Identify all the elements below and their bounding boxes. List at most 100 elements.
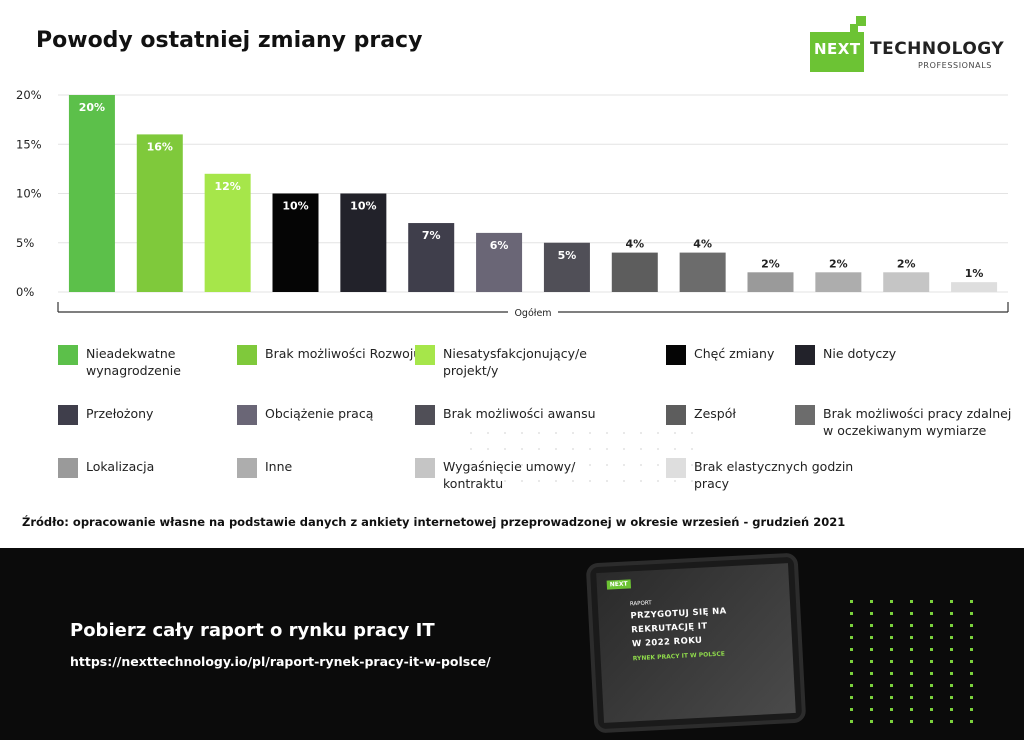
gray-dot — [572, 480, 574, 482]
legend-label: Lokalizacja — [86, 459, 155, 474]
green-dot — [950, 684, 953, 687]
green-dot — [910, 696, 913, 699]
gray-dot — [589, 432, 591, 434]
green-dot — [870, 600, 873, 603]
data-label: 10% — [282, 200, 308, 213]
green-dot — [930, 636, 933, 639]
gray-dot — [657, 480, 659, 482]
gray-dot — [521, 448, 523, 450]
green-dot — [910, 672, 913, 675]
download-cta: Pobierz cały raport o rynku pracy IT — [70, 620, 435, 641]
gray-dot — [470, 432, 472, 434]
gray-dot — [657, 432, 659, 434]
green-dot — [910, 600, 913, 603]
green-dot — [930, 660, 933, 663]
green-dot — [970, 672, 973, 675]
gray-dot — [538, 464, 540, 466]
green-dot — [870, 612, 873, 615]
green-dot — [970, 684, 973, 687]
legend-item: Brak elastycznych godzin pracy — [666, 458, 864, 492]
gray-dot — [640, 448, 642, 450]
legend-item: Niesatysfakcjonujący/e projekt/y — [415, 345, 613, 379]
logo-technology: TECHNOLOGY — [870, 39, 1005, 59]
bar — [68, 95, 115, 292]
bar — [408, 223, 455, 292]
gray-dot — [623, 464, 625, 466]
green-dot — [950, 636, 953, 639]
gray-dot — [487, 448, 489, 450]
gray-dot — [470, 480, 472, 482]
green-dot — [950, 672, 953, 675]
green-dot — [850, 600, 853, 603]
gray-dot — [674, 480, 676, 482]
green-dot — [930, 612, 933, 615]
green-dot — [890, 720, 893, 723]
legend-swatch — [795, 345, 815, 365]
gray-dot — [504, 480, 506, 482]
legend-item: Przełożony — [58, 405, 256, 425]
legend-item: Wygaśnięcie umowy/ kontraktu — [415, 458, 613, 492]
gray-dot — [572, 432, 574, 434]
legend-label: Brak elastycznych godzin pracy — [694, 459, 854, 491]
report-link[interactable]: https://nexttechnology.io/pl/raport-ryne… — [70, 654, 491, 669]
gray-dot — [538, 432, 540, 434]
legend-swatch — [237, 458, 257, 478]
report-tablet-image: NEXT RAPORT PRZYGOTUJ SIĘ NA REKRUTACJĘ … — [585, 552, 807, 734]
green-dot — [970, 720, 973, 723]
data-label: 2% — [897, 257, 916, 270]
gray-dot — [555, 480, 557, 482]
data-label: 2% — [829, 257, 848, 270]
green-dot — [950, 600, 953, 603]
legend-item: Obciążenie pracą — [237, 405, 435, 425]
gray-dot — [623, 448, 625, 450]
gray-dot — [555, 464, 557, 466]
green-dot — [850, 636, 853, 639]
gray-dot — [572, 448, 574, 450]
y-tick-label: 5% — [16, 236, 34, 250]
green-dot — [950, 648, 953, 651]
gray-dot — [470, 464, 472, 466]
legend-swatch — [666, 458, 686, 478]
green-dot — [890, 660, 893, 663]
legend-swatch — [666, 345, 686, 365]
gray-dot — [640, 464, 642, 466]
legend-item: Brak możliwości Rozwoju — [237, 345, 435, 365]
green-dot — [850, 708, 853, 711]
green-dot — [870, 720, 873, 723]
legend-label: Inne — [265, 459, 293, 474]
bar — [204, 173, 251, 292]
legend-item: Nieadekwatne wynagrodzenie — [58, 345, 256, 379]
green-dot — [890, 708, 893, 711]
footer-banner: Pobierz cały raport o rynku pracy IT htt… — [0, 548, 1024, 740]
green-dot — [890, 672, 893, 675]
bar — [340, 193, 387, 292]
y-tick-label: 10% — [16, 187, 42, 201]
green-dot — [870, 660, 873, 663]
legend-item: Chęć zmiany — [666, 345, 864, 365]
bar-chart: 0% 5% 10% 15% 20% 20% 16% 12% 10% 10% 7% 6% 5% 4% 4% 2%… — [16, 88, 1009, 319]
green-dot — [870, 648, 873, 651]
y-tick-label: 0% — [16, 285, 34, 299]
green-dot — [910, 612, 913, 615]
green-dot — [970, 660, 973, 663]
bar — [747, 272, 794, 292]
legend-label: Przełożony — [86, 406, 154, 421]
legend-swatch — [237, 345, 257, 365]
gray-dot — [691, 432, 693, 434]
green-dot — [910, 684, 913, 687]
green-dot — [870, 672, 873, 675]
data-label: 20% — [79, 101, 105, 114]
green-dot — [890, 684, 893, 687]
green-dot — [930, 720, 933, 723]
green-dot — [910, 636, 913, 639]
green-dot — [850, 612, 853, 615]
tablet-subtitle: RYNEK PRACY IT W POLSCE — [632, 650, 726, 663]
green-dot — [930, 648, 933, 651]
green-dot — [870, 636, 873, 639]
gray-dot — [555, 432, 557, 434]
data-label: 4% — [693, 238, 712, 251]
gray-dot — [691, 448, 693, 450]
legend-label: Nie dotyczy — [823, 346, 897, 361]
bar — [476, 232, 523, 292]
legend-item: Brak możliwości awansu — [415, 405, 613, 425]
